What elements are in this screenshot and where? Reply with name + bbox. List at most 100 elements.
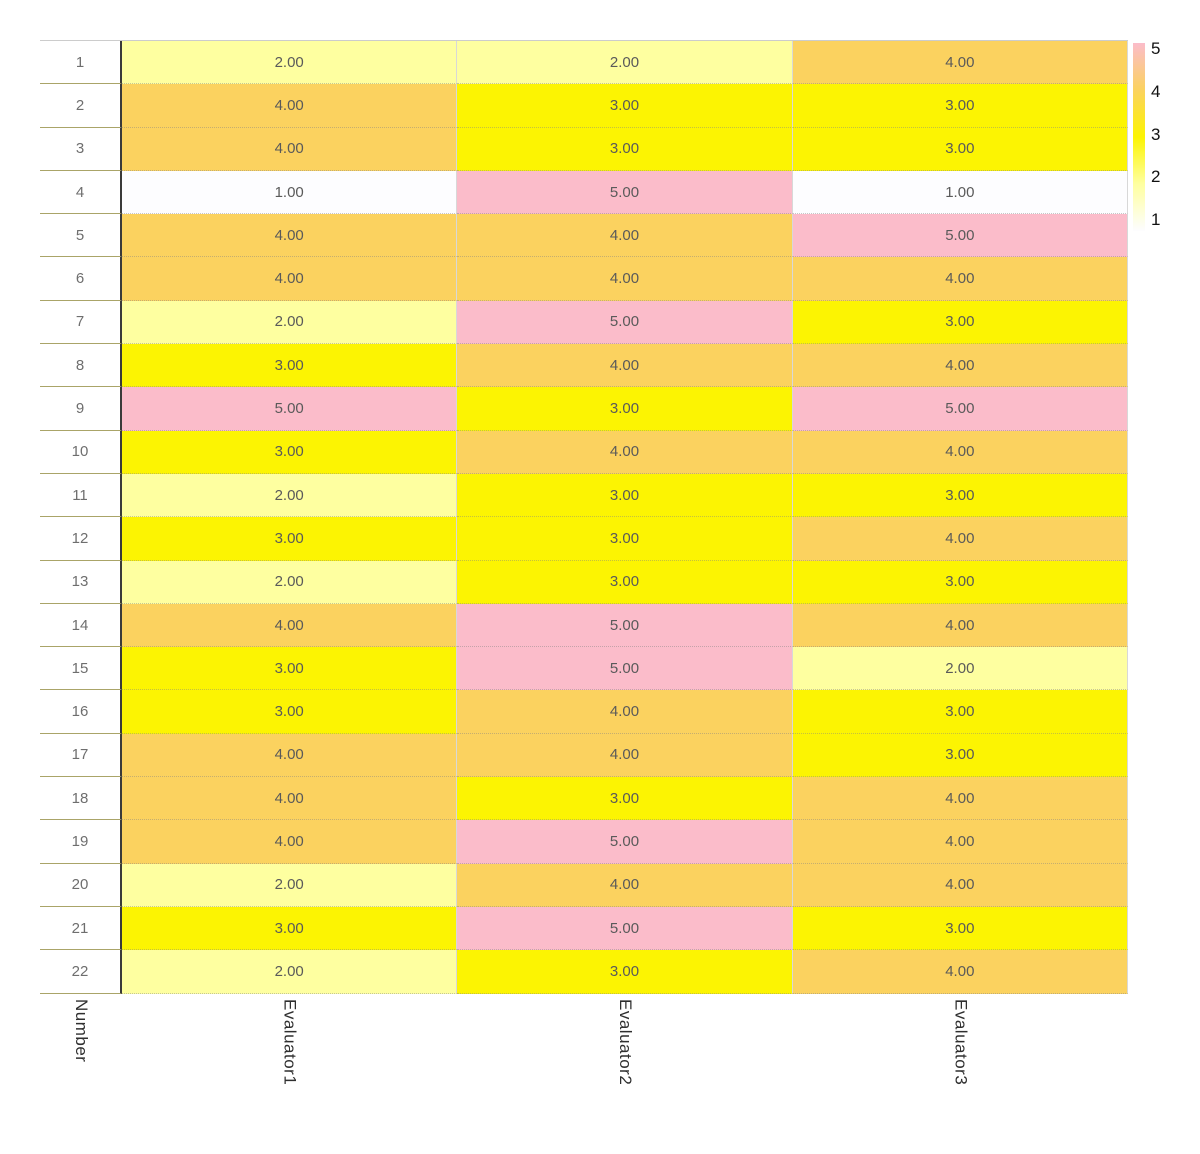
heatmap-cell: 3.00	[457, 560, 793, 604]
heatmap-cell: 3.00	[122, 344, 458, 388]
heatmap-cell: 4.00	[457, 214, 793, 258]
heatmap-cell: 3.00	[792, 906, 1128, 951]
heatmap-cell: 3.00	[457, 950, 793, 994]
heatmap-cell: 2.00	[457, 41, 793, 85]
heatmap-cell: 4.00	[457, 863, 793, 907]
row-number: 21	[40, 906, 122, 951]
row-number: 4	[40, 170, 122, 215]
heatmap-cell: 4.00	[792, 863, 1128, 907]
row-number: 15	[40, 647, 122, 691]
heatmap-cell: 5.00	[457, 647, 793, 691]
row-number: 6	[40, 257, 122, 301]
row-number: 8	[40, 344, 122, 388]
legend-tick: 3	[1151, 124, 1161, 144]
heatmap-cell: 3.00	[457, 127, 793, 171]
heatmap-grid: 1 2.00 2.00 4.00 2 4.00 3.00 3.00 3 4.00 3.00 3.00 4…	[40, 40, 1128, 994]
heatmap-cell: 2.00	[122, 950, 458, 994]
row-number: 12	[40, 517, 122, 561]
x-axis-labels: Number Evaluator1 Evaluator2 Evaluator3	[40, 993, 1128, 1133]
heatmap-cell: 4.00	[122, 777, 458, 821]
row-number: 10	[40, 430, 122, 474]
heatmap-cell: 3.00	[457, 517, 793, 561]
heatmap-cell: 4.00	[122, 257, 458, 301]
heatmap-cell: 3.00	[792, 127, 1128, 171]
row-number: 19	[40, 820, 122, 864]
heatmap-cell: 4.00	[792, 950, 1128, 994]
column-label-evaluator1: Evaluator1	[280, 999, 300, 1086]
heatmap-cell: 5.00	[792, 387, 1128, 431]
row-number: 9	[40, 387, 122, 431]
heatmap-cell: 2.00	[122, 41, 458, 85]
heatmap-cell: 2.00	[122, 473, 458, 518]
heatmap-cell: 3.00	[122, 647, 458, 691]
heatmap-cell: 1.00	[792, 170, 1128, 215]
heatmap-cell: 4.00	[122, 127, 458, 171]
heatmap-cell: 3.00	[457, 777, 793, 821]
heatmap-cell: 2.00	[122, 863, 458, 907]
heatmap-cell: 5.00	[457, 300, 793, 345]
color-legend: 5 4 3 2 1	[1133, 40, 1193, 238]
heatmap-cell: 2.00	[122, 300, 458, 345]
heatmap-cell: 3.00	[792, 733, 1128, 778]
heatmap-cell: 3.00	[457, 387, 793, 431]
heatmap-cell: 4.00	[792, 777, 1128, 821]
heatmap-cell: 4.00	[457, 733, 793, 778]
heatmap-cell: 4.00	[792, 257, 1128, 301]
heatmap-cell: 3.00	[122, 906, 458, 951]
legend-gradient-bar	[1133, 43, 1145, 231]
heatmap-cell: 4.00	[122, 603, 458, 648]
heatmap-cell: 5.00	[457, 906, 793, 951]
heatmap-cell: 3.00	[792, 560, 1128, 604]
row-number: 3	[40, 127, 122, 171]
heatmap-cell: 5.00	[457, 603, 793, 648]
heatmap-cell: 3.00	[792, 473, 1128, 518]
heatmap-cell: 4.00	[457, 344, 793, 388]
row-number: 20	[40, 863, 122, 907]
legend-tick: 2	[1151, 167, 1161, 187]
row-number: 22	[40, 950, 122, 994]
heatmap-cell: 3.00	[792, 690, 1128, 734]
heatmap-cell: 4.00	[122, 820, 458, 864]
heatmap-cell: 4.00	[792, 820, 1128, 864]
row-number: 13	[40, 560, 122, 604]
legend-tick: 1	[1151, 210, 1161, 229]
heatmap-cell: 5.00	[792, 214, 1128, 258]
heatmap-cell: 4.00	[792, 41, 1128, 85]
heatmap-cell: 4.00	[457, 257, 793, 301]
heatmap-cell: 4.00	[792, 344, 1128, 388]
row-number: 2	[40, 84, 122, 128]
column-label-evaluator3: Evaluator3	[951, 999, 971, 1086]
row-number: 11	[40, 473, 122, 518]
heatmap-cell: 3.00	[122, 517, 458, 561]
heatmap-cell: 5.00	[457, 170, 793, 215]
row-number: 18	[40, 777, 122, 821]
row-number: 1	[40, 41, 122, 85]
column-label-number: Number	[72, 999, 91, 1063]
heatmap-cell: 3.00	[792, 300, 1128, 345]
heatmap-cell: 4.00	[122, 733, 458, 778]
heatmap-cell: 4.00	[792, 430, 1128, 474]
column-label-evaluator2: Evaluator2	[615, 999, 635, 1086]
legend-tick: 5	[1151, 39, 1161, 58]
legend-tick-labels: 5 4 3 2 1	[1151, 40, 1160, 228]
heatmap-cell: 3.00	[122, 690, 458, 734]
heatmap-cell: 5.00	[457, 820, 793, 864]
heatmap-cell: 4.00	[792, 517, 1128, 561]
heatmap-cell: 4.00	[792, 603, 1128, 648]
row-number: 7	[40, 300, 122, 345]
heatmap-cell: 3.00	[457, 473, 793, 518]
heatmap-cell: 4.00	[122, 84, 458, 128]
row-number: 16	[40, 690, 122, 734]
heatmap-cell: 4.00	[457, 430, 793, 474]
heatmap-cell: 1.00	[122, 170, 458, 215]
row-number: 14	[40, 603, 122, 648]
heatmap-cell: 3.00	[457, 84, 793, 128]
heatmap-cell: 3.00	[122, 430, 458, 474]
row-number: 17	[40, 733, 122, 778]
heatmap-cell: 4.00	[457, 690, 793, 734]
heatmap-cell: 5.00	[122, 387, 458, 431]
heatmap-cell: 2.00	[122, 560, 458, 604]
heatmap-cell: 2.00	[792, 647, 1128, 691]
heatmap-cell: 3.00	[792, 84, 1128, 128]
